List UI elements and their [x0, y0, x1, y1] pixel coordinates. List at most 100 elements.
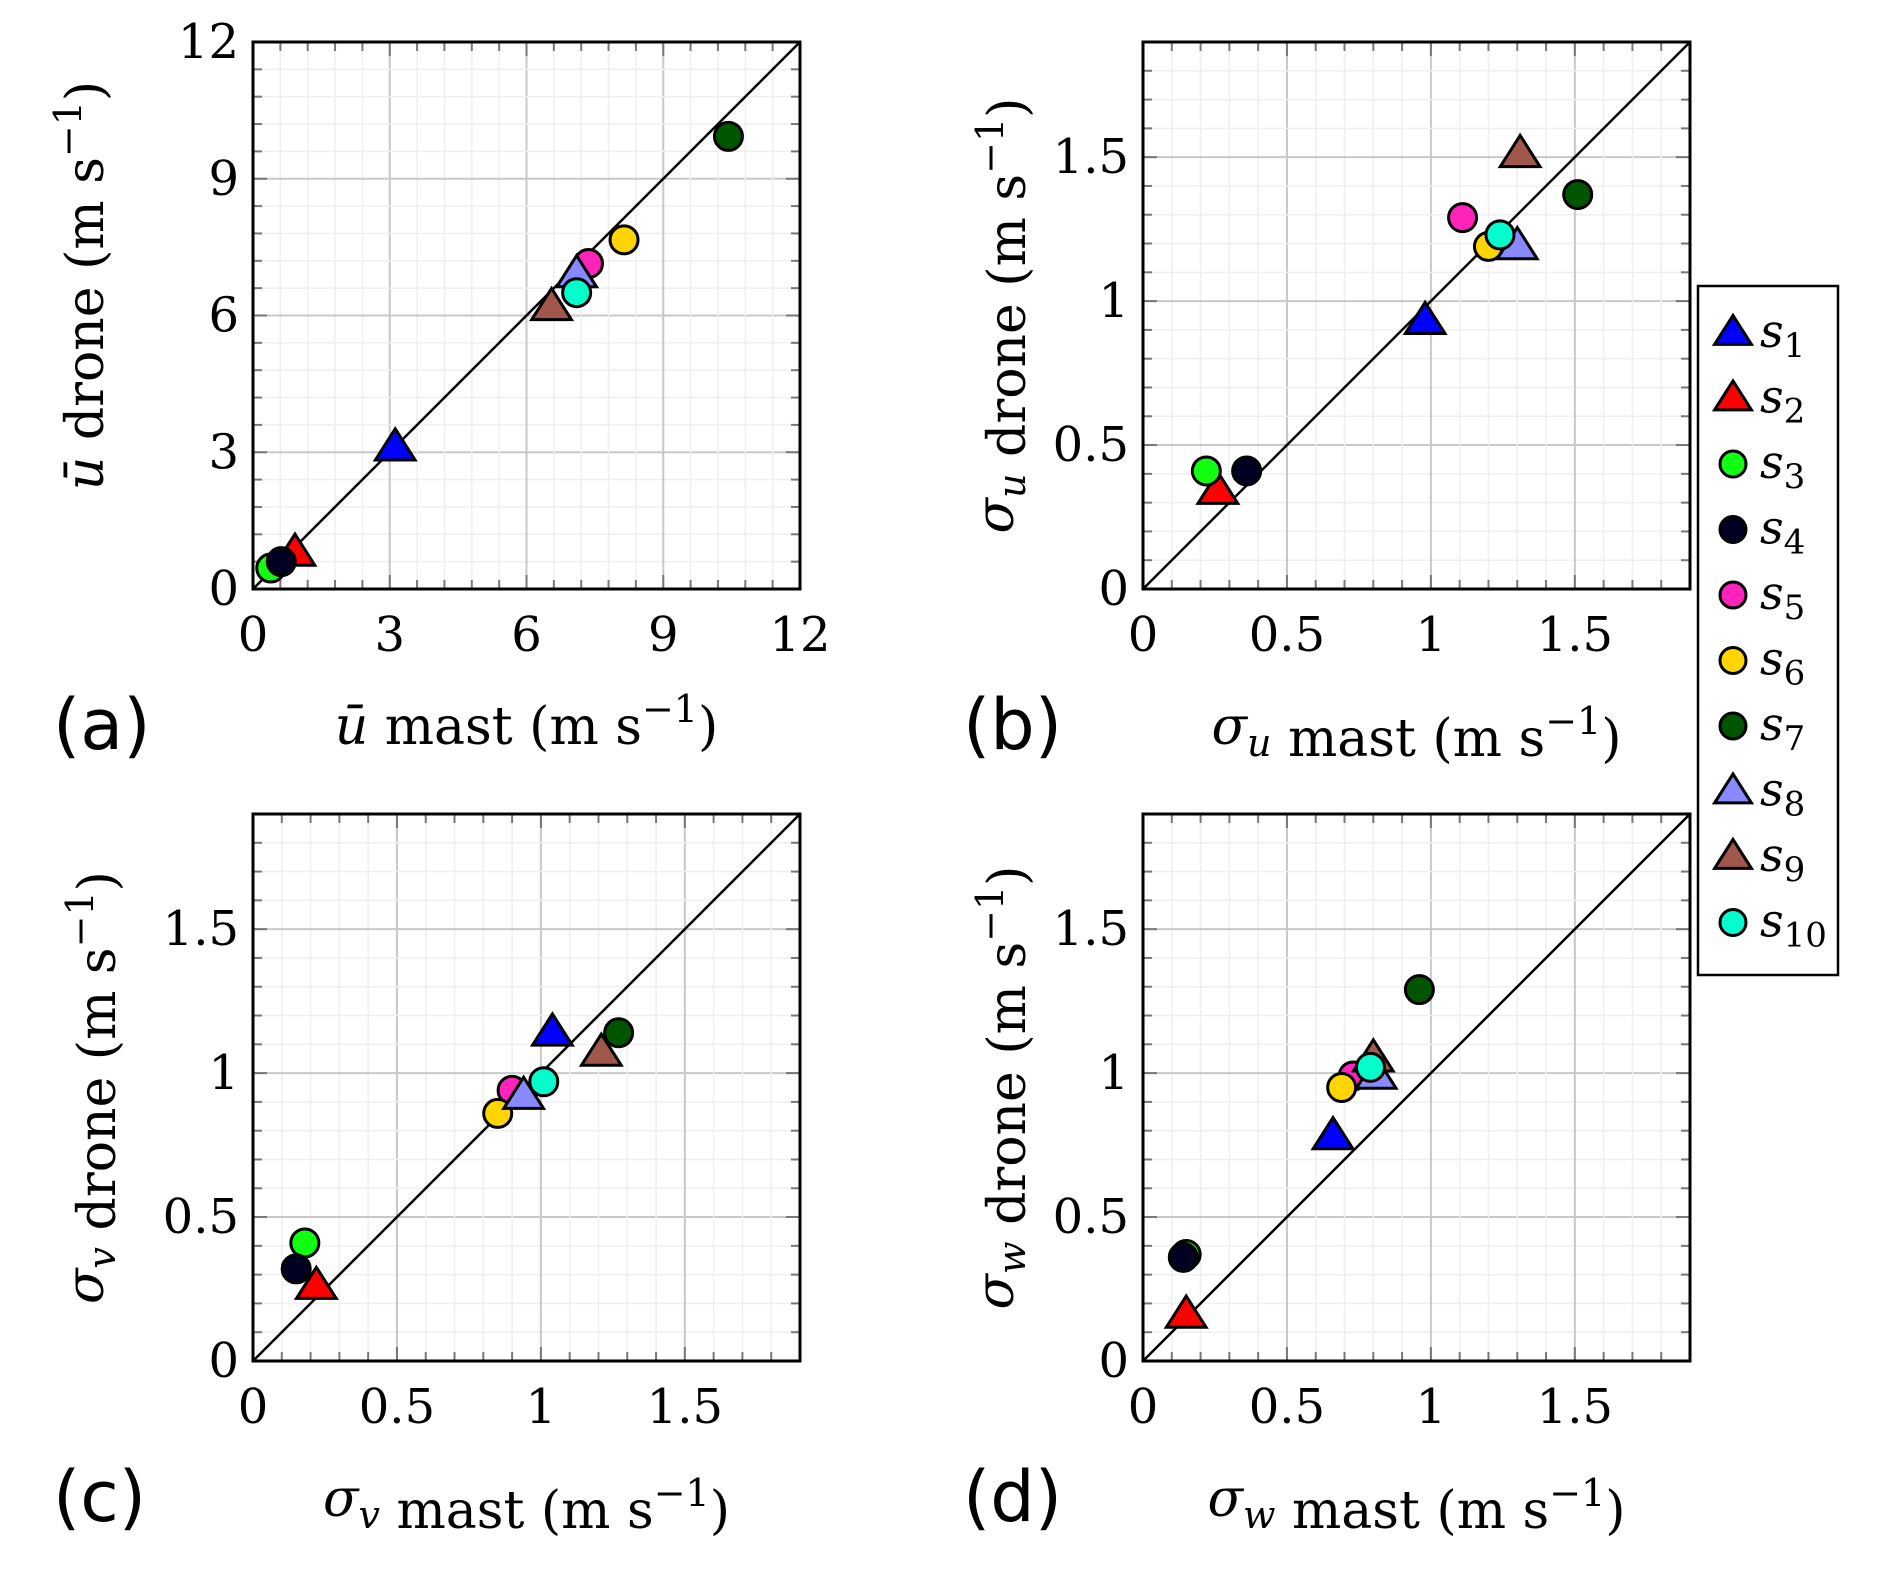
legend-marker-circle [1718, 908, 1748, 937]
data-point-s2 [293, 1264, 339, 1300]
x-tick-label: 0 [238, 1379, 269, 1435]
axis-label-symbol: ū [56, 457, 116, 491]
axis-label-close: ) [978, 866, 1038, 886]
axis-label-superscript: −1 [46, 101, 90, 157]
y-tick-label: 1 [208, 1045, 239, 1101]
legend-label-name: s [1760, 828, 1784, 882]
axis-label-symbol: σ [1211, 697, 1248, 757]
x-tick-label: 1.5 [1537, 1379, 1613, 1435]
axis-label-symbol: σ [966, 496, 1026, 533]
legend-label-name: s [1760, 304, 1784, 358]
legend-marker-circle [1718, 711, 1748, 741]
axis-label-close: ) [1605, 1481, 1625, 1541]
data-point-s9 [528, 285, 575, 322]
axis-label-superscript: −1 [642, 687, 698, 731]
axis-label-subscript: u [1247, 721, 1271, 765]
x-tick-label: 1.5 [647, 1379, 723, 1435]
x-tick-label: 3 [374, 607, 405, 663]
data-point-s10 [528, 1066, 560, 1098]
data-point-s4 [1167, 1241, 1199, 1273]
legend-item-s9: s9 [1711, 828, 1805, 890]
x-tick-label: 0 [1128, 607, 1159, 663]
data-point-s6 [1326, 1072, 1358, 1103]
x-tick-label: 0.5 [1249, 607, 1325, 663]
legend-label: s6 [1760, 632, 1805, 694]
axis-label-superscript: −1 [1545, 699, 1601, 743]
legend-label-name: s [1760, 632, 1784, 686]
axis-label-close: ) [978, 98, 1038, 118]
axis-label-close: ) [1601, 709, 1621, 769]
legend-marker-triangle [1711, 312, 1755, 346]
data-point-s4 [1231, 455, 1263, 487]
axis-label-symbol: σ [56, 1267, 116, 1304]
x-axis-label: σv mast (m s−1) [323, 1469, 730, 1541]
axis-label-text: mast (m s [380, 1481, 654, 1541]
axis-label-text: mast (m s [1271, 709, 1545, 769]
panel-d: 0 0.5 1 1.500.511.5σw mast (m s−1)σw drone … [963, 812, 1692, 1541]
x-tick-label: 0.5 [1249, 1379, 1325, 1435]
panel-label: (d) [963, 1456, 1062, 1538]
legend-label-subscript: 4 [1784, 523, 1806, 563]
legend-label-name: s [1760, 566, 1784, 620]
axis-label-subscript: u [990, 473, 1034, 497]
axis-label-symbol: σ [1207, 1469, 1244, 1529]
axis-label-text: mast (m s [1275, 1481, 1549, 1541]
axis-label-close: ) [68, 871, 128, 891]
y-tick-label: 0.5 [1053, 1189, 1129, 1245]
data-point-s9 [1497, 132, 1543, 169]
data-point-s2 [1163, 1293, 1209, 1329]
y-axis-label: σw drone (m s−1) [966, 866, 1038, 1310]
legend-marker-triangle [1711, 378, 1755, 412]
data-point-s7 [1403, 974, 1435, 1006]
legend-label-name: s [1760, 894, 1784, 948]
data-point-s1 [372, 425, 418, 462]
legend-marker-circle [1718, 646, 1748, 675]
x-axis-label: ū mast (m s−1) [335, 687, 719, 757]
legend-item-s8: s8 [1711, 763, 1806, 825]
panel-label: (b) [963, 684, 1062, 766]
legend-item-s7: s7 [1718, 697, 1805, 759]
data-point-s10 [1354, 1051, 1386, 1083]
axis-label-symbol: ū [335, 697, 369, 757]
legend-label: s10 [1760, 894, 1827, 956]
legend-label-name: s [1760, 501, 1784, 555]
one-to-one-line [252, 41, 801, 590]
data-point-s10 [561, 277, 593, 309]
axis-label-symbol: σ [323, 1469, 360, 1529]
legend-label-subscript: 8 [1784, 785, 1806, 825]
data-point-s9 [578, 1031, 624, 1067]
legend-label: s5 [1760, 566, 1805, 628]
legend-item-s1: s1 [1711, 304, 1805, 366]
y-axis-label: σu drone (m s−1) [966, 98, 1038, 534]
legend-label: s1 [1760, 304, 1805, 366]
legend-marker-triangle [1711, 771, 1755, 805]
data-point-s3 [1190, 455, 1222, 487]
data-point-s5 [1447, 202, 1479, 234]
legend-label-subscript: 10 [1784, 916, 1827, 956]
axes-frame [251, 40, 802, 591]
axis-label-close: ) [710, 1481, 730, 1541]
y-tick-label: 1.5 [1053, 901, 1129, 957]
legend-label-subscript: 5 [1784, 588, 1806, 628]
x-tick-label: 0 [238, 607, 269, 663]
y-tick-label: 0 [1098, 561, 1129, 617]
x-tick-label: 6 [511, 607, 542, 663]
legend-item-s3: s3 [1718, 435, 1805, 497]
one-to-one-line [1142, 813, 1691, 1362]
panel-c: 0 0.5 1 1.500.511.5σv mast (m s−1)σv drone … [53, 812, 802, 1541]
data-point-s7 [603, 1017, 635, 1049]
data-point-s1 [1402, 299, 1448, 336]
axis-label-text: drone (m s [978, 942, 1038, 1242]
axis-label-subscript: v [358, 1493, 380, 1537]
axis-label-text: mast (m s [368, 697, 642, 757]
y-tick-label: 12 [178, 14, 239, 70]
legend-label-subscript: 1 [1784, 326, 1806, 366]
y-tick-label: 1 [1098, 1045, 1129, 1101]
legend-item-s2: s2 [1711, 370, 1805, 432]
axes-frame [1141, 812, 1692, 1363]
x-tick-label: 12 [769, 607, 830, 663]
data-point-s10 [1484, 219, 1516, 251]
y-axis-label: σv drone (m s−1) [56, 871, 128, 1304]
